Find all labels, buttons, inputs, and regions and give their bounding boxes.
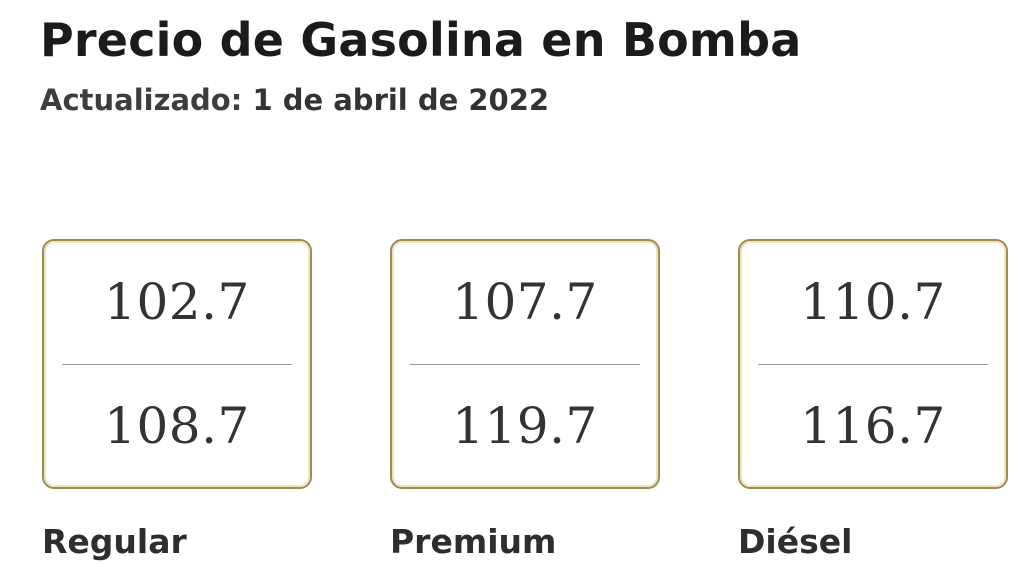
page-title: Precio de Gasolina en Bomba — [40, 13, 802, 67]
page-content: Precio de Gasolina en Bomba Actualizado:… — [0, 0, 1024, 117]
fuel-labels-row: Regular Premium Diésel — [42, 522, 1008, 561]
updated-label: Actualizado: — [40, 82, 243, 117]
diesel-price-bottom: 116.7 — [800, 396, 946, 455]
price-card-premium: 107.7 119.7 — [390, 239, 660, 489]
price-card-diesel: 110.7 116.7 — [738, 239, 1008, 489]
premium-price-bottom: 119.7 — [452, 396, 598, 455]
regular-price-bottom: 108.7 — [104, 396, 250, 455]
updated-line: Actualizado: 1 de abril de 2022 — [40, 83, 1024, 117]
card-divider — [410, 363, 640, 365]
card-divider — [62, 363, 292, 365]
regular-price-top: 102.7 — [104, 273, 250, 332]
updated-date: 1 de abril de 2022 — [252, 82, 550, 117]
premium-price-top: 107.7 — [452, 273, 598, 332]
fuel-label-diesel: Diésel — [738, 522, 853, 561]
diesel-price-top: 110.7 — [800, 273, 946, 332]
card-divider — [758, 363, 988, 365]
price-card-regular: 102.7 108.7 — [42, 239, 312, 489]
fuel-label-regular: Regular — [42, 522, 187, 561]
fuel-label-premium: Premium — [390, 522, 557, 561]
price-cards-row: 102.7 108.7 107.7 119.7 110.7 116.7 — [42, 239, 1008, 489]
